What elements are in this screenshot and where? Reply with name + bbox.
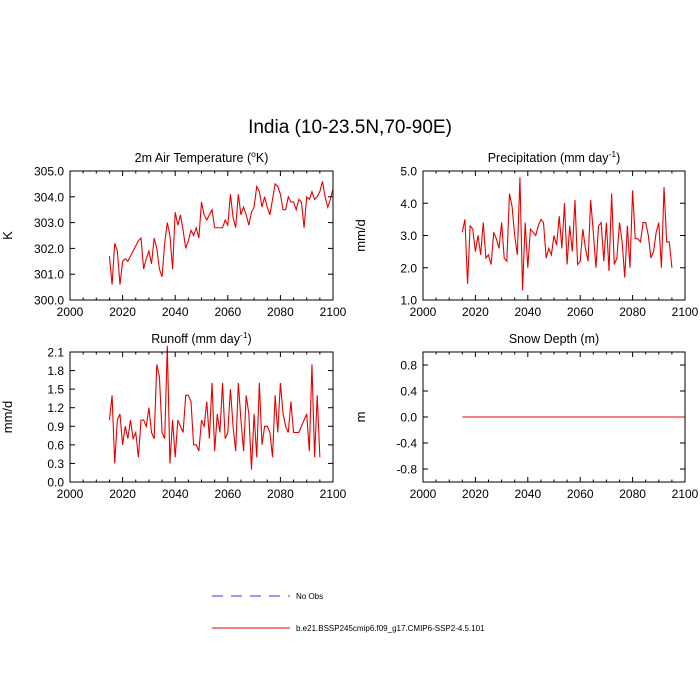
- panel-title: Runoff (mm day-1): [151, 330, 251, 346]
- y-tick-label: 0.4: [400, 385, 417, 399]
- y-axis-label: mm/d: [353, 219, 368, 252]
- y-tick-label: 303.0: [34, 216, 64, 230]
- y-tick-label: 2.0: [400, 261, 417, 275]
- y-tick-label: 3.0: [400, 229, 417, 243]
- y-tick-label: 0.0: [400, 411, 417, 425]
- y-tick-label: 302.0: [34, 242, 64, 256]
- chart-panel-4: Snow Depth (m) m 2000 2020 2040 2060 2080 2100 -…: [353, 332, 699, 501]
- panel-title-sup: o: [251, 149, 256, 159]
- x-tick-label: 2020: [109, 487, 136, 501]
- x-tick-label: 2080: [619, 305, 646, 319]
- plot-frame: [69, 351, 334, 483]
- y-tick-label: 2.1: [47, 346, 64, 360]
- y-axis-label: m: [353, 412, 368, 423]
- y-tick-label: -0.4: [396, 437, 417, 451]
- x-tick-label: 2000: [410, 487, 437, 501]
- legend: No Obs b.e21.BSSP245cmip6.f09_g17.CMIP6-…: [212, 592, 485, 633]
- legend-model-label: b.e21.BSSP245cmip6.f09_g17.CMIP6-SSP2-4.…: [296, 624, 485, 633]
- plot-frame: [422, 170, 686, 301]
- x-tick-label: 2000: [57, 305, 84, 319]
- y-tick-label: 1.0: [400, 294, 417, 308]
- y-tick-label: 0.0: [47, 476, 64, 490]
- y-tick-label: 1.5: [47, 383, 64, 397]
- series-line: [108, 181, 334, 285]
- x-tick-label: 2040: [162, 305, 189, 319]
- panel-title-main: Precipitation (mm day: [488, 151, 610, 165]
- y-tick-label: 0.9: [47, 420, 64, 434]
- y-tick-label: 0.6: [47, 438, 64, 452]
- y-tick-label: 304.0: [34, 190, 64, 204]
- x-tick-label: 2060: [567, 305, 594, 319]
- x-tick-label: 2080: [267, 487, 294, 501]
- figure-title: India (10-23.5N,70-90E): [248, 117, 452, 138]
- panel-title-end: K): [256, 151, 269, 165]
- x-tick-label: 2000: [410, 305, 437, 319]
- x-tick-label: 2060: [214, 487, 241, 501]
- x-tick-label: 2100: [320, 305, 347, 319]
- x-tick-label: 2020: [109, 305, 136, 319]
- plot-frame: [69, 170, 334, 301]
- panel-title-sup: -1: [240, 330, 248, 340]
- x-tick-label: 2100: [320, 487, 347, 501]
- panel-title-end: ): [616, 151, 620, 165]
- panel-title-end: ): [248, 332, 252, 346]
- series-line: [108, 345, 321, 470]
- chart-panel-2: Precipitation (mm day-1) mm/d 2000 2020 2040…: [353, 149, 699, 319]
- y-tick-label: 1.2: [47, 401, 64, 415]
- x-tick-label: 2100: [672, 305, 699, 319]
- legend-obs-label: No Obs: [296, 592, 323, 601]
- x-tick-label: 2040: [514, 305, 541, 319]
- x-tick-label: 2000: [57, 487, 84, 501]
- x-tick-label: 2040: [162, 487, 189, 501]
- y-tick-label: 301.0: [34, 268, 64, 282]
- y-axis-label: K: [0, 231, 15, 240]
- x-tick-label: 2040: [514, 487, 541, 501]
- y-tick-label: -0.8: [396, 463, 417, 477]
- panel-title: Precipitation (mm day-1): [488, 149, 621, 165]
- plot-frame: [422, 351, 686, 483]
- y-tick-label: 0.3: [47, 457, 64, 471]
- panel-title: 2m Air Temperature (oK): [135, 149, 269, 165]
- y-tick-label: 0.8: [400, 359, 417, 373]
- x-tick-label: 2060: [567, 487, 594, 501]
- y-tick-label: 305.0: [34, 165, 64, 179]
- chart-panel-3: Runoff (mm day-1) mm/d 2000 2020 2040 2060 208…: [0, 330, 347, 501]
- x-tick-label: 2080: [619, 487, 646, 501]
- panel-title-main: Runoff (mm day: [151, 332, 240, 346]
- y-tick-label: 1.8: [47, 364, 64, 378]
- y-tick-label: 300.0: [34, 294, 64, 308]
- chart-panel-1: 2m Air Temperature (oK) K 2000 2020 2040 2060…: [0, 149, 347, 319]
- x-tick-label: 2060: [214, 305, 241, 319]
- panel-title: Snow Depth (m): [509, 332, 599, 346]
- panel-title-sup: -1: [609, 149, 617, 159]
- x-tick-label: 2020: [462, 487, 489, 501]
- panels: 2m Air Temperature (oK) K 2000 2020 2040 2060…: [0, 149, 699, 501]
- x-tick-label: 2100: [672, 487, 699, 501]
- panel-title-main: 2m Air Temperature (: [135, 151, 252, 165]
- y-tick-label: 4.0: [400, 197, 417, 211]
- x-tick-label: 2080: [267, 305, 294, 319]
- y-axis-label: mm/d: [0, 401, 15, 434]
- x-tick-label: 2020: [462, 305, 489, 319]
- panel-title-main: Snow Depth (m): [509, 332, 599, 346]
- series-line: [461, 177, 673, 291]
- y-tick-label: 5.0: [400, 165, 417, 179]
